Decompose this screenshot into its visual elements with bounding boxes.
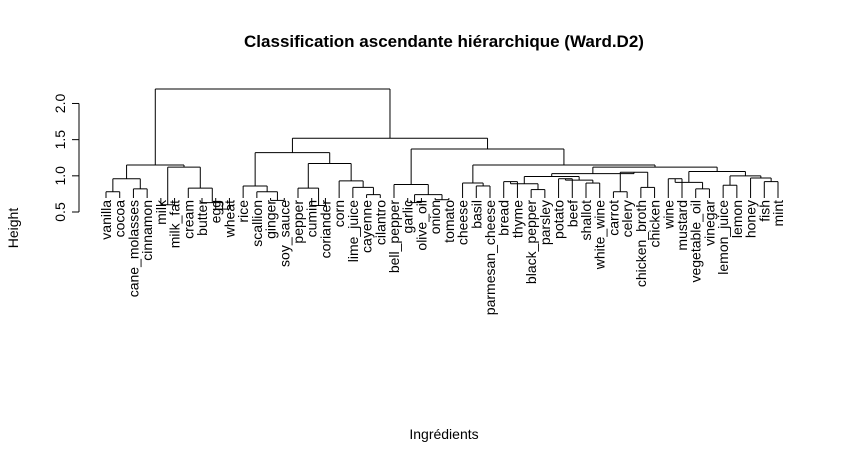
leaf-label: bell_pepper [386,200,402,274]
leaf-label: white_wine [592,200,608,270]
leaf-label: shallot [578,200,594,241]
leaf-label: milk [153,199,169,225]
leaf-label: lemon [729,200,745,238]
leaf-label: coriander [317,200,333,259]
leaf-label: mustard [674,200,690,251]
leaf-label: pepper [290,200,306,244]
leaf-label: garlic [400,200,416,233]
leaf-label: egg [208,200,224,223]
leaf-label: onion [427,200,443,234]
dendrogram-links [105,88,779,210]
leaf-label: mint [770,200,786,227]
y-tick-label: 1.5 [52,130,68,150]
leaf-label: lime_juice [345,200,361,262]
x-axis-label: Ingrédients [409,426,478,442]
leaf-label: celery [619,200,635,237]
leaf-label: parsley [537,200,553,245]
leaf-label: milk_fat [167,200,183,248]
leaf-label: cocoa [112,200,128,238]
leaf-label: vinegar [701,200,717,246]
leaf-label: cream [180,200,196,239]
leaf-label: scallion [249,200,265,247]
y-axis: 0.5 1.0 1.5 2.0 [52,94,80,222]
leaf-label: vanilla [98,200,114,240]
leaf-label: parmesan_cheese [482,200,498,315]
leaf-label: vegetable_oil [688,200,704,283]
leaf-label: tomato [441,200,457,243]
leaf-label: chicken_broth [633,200,649,287]
leaf-label: beef [564,200,580,227]
leaf-label: bread [496,200,512,236]
leaf-label: cilantro [372,200,388,245]
leaf-label: thyme [509,200,525,238]
leaf-label: ginger [263,200,279,239]
leaf-label: carrot [605,200,621,236]
leaf-label: cayenne [359,200,375,253]
leaf-labels: vanillacocoacane_molassescinnamonmilkmil… [98,199,786,315]
y-tick-label: 2.0 [52,94,68,114]
leaf-label: lemon_juice [715,200,731,275]
leaf-label: cumin [304,200,320,237]
leaf-label: wheat [221,200,237,238]
y-tick-label: 0.5 [52,202,68,222]
leaf-label: soy_sauce [276,200,292,267]
leaf-label: cinnamon [139,200,155,261]
leaf-label: honey [743,200,759,238]
leaf-label: rice [235,200,251,223]
leaf-label: chicken [647,200,663,247]
leaf-label: black_pepper [523,200,539,284]
leaf-label: corn [331,200,347,227]
leaf-label: olive_oil [413,200,429,251]
leaf-label: cheese [455,200,471,245]
y-axis-label: Height [5,208,21,249]
chart-title: Classification ascendante hiérarchique (… [244,32,644,51]
leaf-label: cane_molasses [125,200,141,297]
leaf-label: wine [660,200,676,230]
y-tick-label: 1.0 [52,166,68,186]
leaf-label: basil [468,200,484,229]
leaf-label: fish [756,200,772,222]
leaf-label: potato [551,200,567,239]
leaf-label: butter [194,200,210,236]
